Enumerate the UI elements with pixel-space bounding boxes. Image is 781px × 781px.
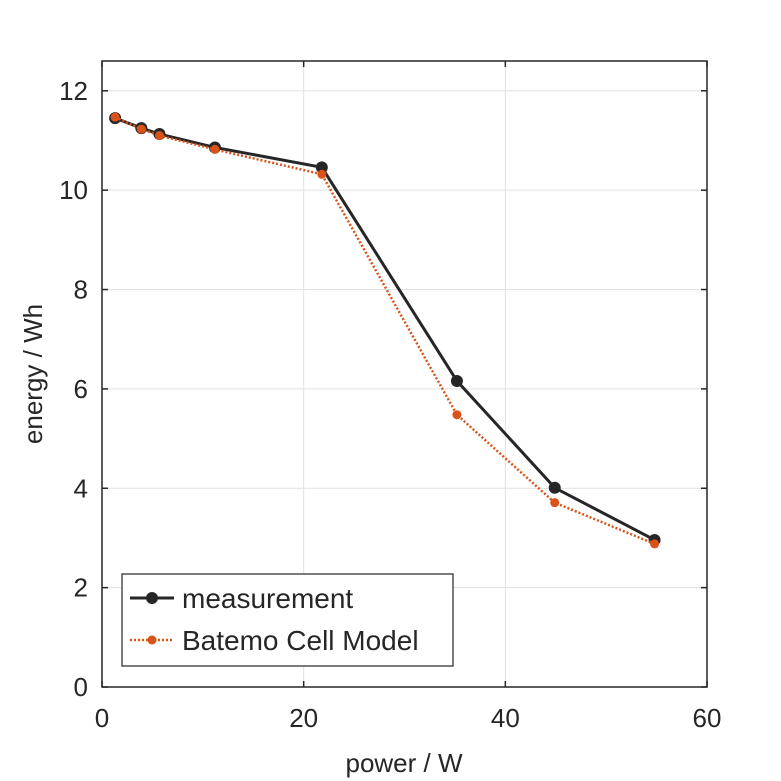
x-tick-label: 0 <box>95 703 109 733</box>
data-point-batemo-cell-model <box>317 169 327 179</box>
data-point-measurement <box>450 374 463 387</box>
y-tick-label: 2 <box>74 573 88 603</box>
plot-area-frame <box>101 60 708 688</box>
data-point-batemo-cell-model <box>550 498 560 508</box>
data-point-batemo-cell-model <box>650 539 660 549</box>
x-tick-label: 40 <box>491 703 520 733</box>
x-tick-label: 20 <box>289 703 318 733</box>
data-point-batemo-cell-model <box>210 144 220 154</box>
legend-marker-batemo <box>147 635 157 645</box>
series-line-batemo-cell-model <box>114 116 656 546</box>
legend-label-batemo: Batemo Cell Model <box>182 625 419 656</box>
legend-marker-measurement <box>146 592 158 604</box>
y-tick-label: 4 <box>74 473 88 503</box>
data-point-batemo-cell-model <box>452 410 462 420</box>
data-point-measurement <box>315 161 328 174</box>
y-tick-label: 10 <box>59 175 88 205</box>
x-tick-label: 60 <box>693 703 722 733</box>
y-axis-label: energy / Wh <box>18 304 48 444</box>
y-tick-label: 8 <box>74 275 88 305</box>
data-point-batemo-cell-model <box>154 131 164 141</box>
x-axis-ticks: 0 20 40 60 <box>95 61 722 733</box>
data-point-batemo-cell-model <box>110 112 120 122</box>
y-tick-label: 6 <box>74 374 88 404</box>
data-point-batemo-cell-model <box>136 124 146 134</box>
series-line-measurement <box>114 116 656 542</box>
data-point-measurement <box>548 481 561 494</box>
y-tick-label: 0 <box>74 672 88 702</box>
legend: measurement Batemo Cell Model <box>121 573 454 667</box>
y-axis-ticks: 0 2 4 6 8 10 12 <box>59 76 707 702</box>
y-tick-label: 12 <box>59 76 88 106</box>
x-axis-label: power / W <box>345 748 462 778</box>
series-layer <box>109 112 661 549</box>
legend-label-measurement: measurement <box>182 583 353 614</box>
legend-box <box>121 573 454 667</box>
